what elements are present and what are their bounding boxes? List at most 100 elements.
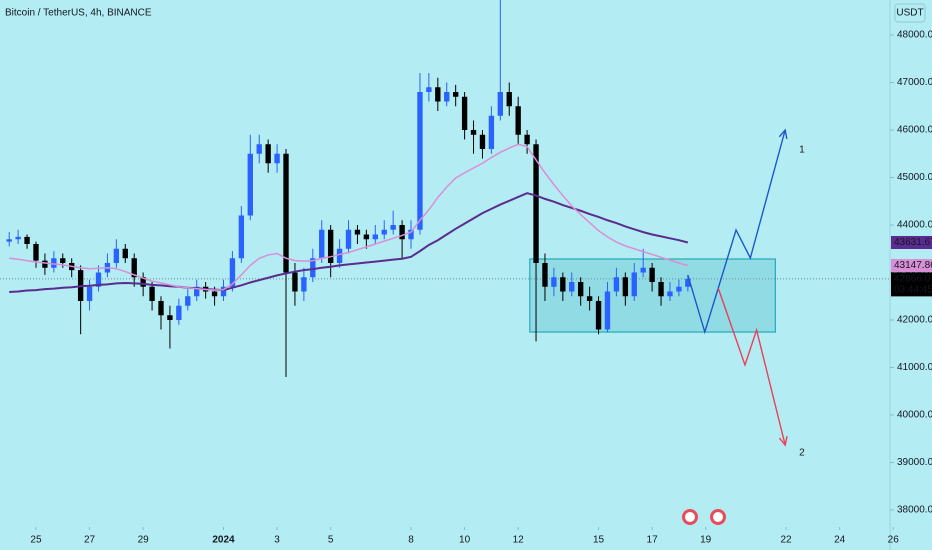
- candle-body: [649, 267, 655, 282]
- candle-body: [604, 291, 611, 330]
- candles: [6, 0, 691, 377]
- x-tick-label: 12: [513, 535, 525, 546]
- moving-average: [9, 143, 689, 291]
- candle-body: [60, 258, 66, 263]
- candle-body: [470, 130, 477, 135]
- candle-body: [354, 229, 361, 235]
- candle-body: [390, 225, 396, 230]
- candle-body: [256, 144, 262, 154]
- candle-body: [551, 277, 557, 287]
- x-tick-label: 29: [138, 535, 150, 546]
- projection-label: 2: [799, 448, 805, 459]
- candle-body: [417, 92, 423, 230]
- candle-body: [176, 305, 182, 320]
- x-tick-label: 25: [30, 535, 42, 546]
- candle-body: [283, 153, 289, 273]
- candle-body: [685, 278, 691, 287]
- price-badge-label: 42866.01: [894, 274, 932, 285]
- candle-body: [149, 286, 155, 301]
- candle-body: [444, 92, 450, 102]
- x-tick-label: 8: [408, 535, 414, 546]
- candle-body: [310, 258, 316, 278]
- candle-body: [33, 243, 39, 261]
- candle-body: [95, 272, 102, 287]
- y-tick-label: 39000.00: [897, 457, 932, 468]
- candle-body: [586, 296, 593, 301]
- y-tick-label: 42000.00: [897, 315, 932, 326]
- y-tick-label: 41000.00: [897, 362, 932, 373]
- candle-body: [327, 229, 334, 263]
- candle-body: [542, 262, 548, 287]
- currency-label: USDT: [896, 8, 923, 19]
- candle-body: [247, 153, 253, 216]
- x-tick-label: 19: [700, 535, 712, 546]
- candle-body: [613, 277, 620, 292]
- x-tick-label: 24: [834, 535, 846, 546]
- candle-body: [140, 277, 146, 287]
- candle-body: [452, 92, 459, 97]
- x-tick-label: 3: [274, 535, 280, 546]
- projection-label: 1: [799, 145, 805, 156]
- candle-body: [506, 92, 512, 107]
- x-tick-label: 2024: [212, 535, 235, 546]
- candle-body: [381, 229, 387, 235]
- projection-path: [687, 129, 786, 335]
- price-badge: [891, 258, 932, 272]
- candle-body: [363, 234, 370, 240]
- event-icon-inner: [713, 512, 723, 522]
- event-icon-inner: [685, 512, 695, 522]
- y-tick-label: 46000.00: [897, 125, 932, 136]
- candle-body: [399, 225, 405, 240]
- candle-body: [113, 248, 120, 263]
- countdown-label: 03:44:45: [894, 285, 932, 296]
- y-tick-label: 38000.00: [897, 505, 932, 516]
- candle-body: [408, 229, 414, 240]
- price-badge: [891, 272, 932, 297]
- candle-body: [238, 215, 245, 259]
- candle-body: [640, 267, 646, 273]
- candle-body: [372, 234, 378, 240]
- candle-body: [461, 96, 468, 131]
- candle-body: [336, 248, 343, 263]
- candle-body: [533, 144, 539, 263]
- candle-body: [515, 106, 521, 135]
- candle-body: [24, 236, 30, 244]
- x-tick-label: 27: [84, 535, 96, 546]
- candle-body: [265, 144, 271, 164]
- candle-body: [211, 291, 218, 297]
- candle-body: [560, 277, 566, 292]
- y-tick-label: 47000.00: [897, 77, 932, 88]
- currency-box: [894, 3, 926, 23]
- candle-body: [435, 87, 441, 102]
- candle-body: [131, 258, 137, 278]
- candle-body: [658, 281, 664, 297]
- candle-body: [220, 286, 227, 297]
- x-tick-label: 22: [780, 535, 792, 546]
- arrow-head: [778, 128, 788, 139]
- candle-body: [51, 258, 57, 268]
- candle-body: [185, 296, 191, 306]
- candle-body: [167, 315, 173, 320]
- y-tick-label: 40000.00: [897, 410, 932, 421]
- candle-body: [595, 300, 602, 330]
- chart-title: Bitcoin / TetherUS, 4h, BINANCE: [5, 8, 152, 19]
- y-tick-label: 45000.00: [897, 172, 932, 183]
- candle-body: [488, 115, 495, 150]
- price-badge: [891, 235, 932, 249]
- x-tick-label: 10: [459, 535, 471, 546]
- x-tick-label: 5: [328, 535, 334, 546]
- candle-body: [622, 277, 629, 297]
- x-tick-label: 15: [593, 535, 605, 546]
- candle-body: [301, 277, 307, 292]
- projection-path: [717, 287, 786, 446]
- candle-body: [292, 272, 298, 292]
- y-tick-label: 48000.00: [897, 30, 932, 41]
- candle-body: [319, 229, 325, 259]
- arrow-head: [778, 436, 788, 447]
- candle-body: [524, 134, 530, 145]
- candle-body: [274, 153, 280, 164]
- candle-body: [676, 286, 682, 292]
- candle-body: [667, 291, 673, 297]
- candle-body: [194, 286, 200, 297]
